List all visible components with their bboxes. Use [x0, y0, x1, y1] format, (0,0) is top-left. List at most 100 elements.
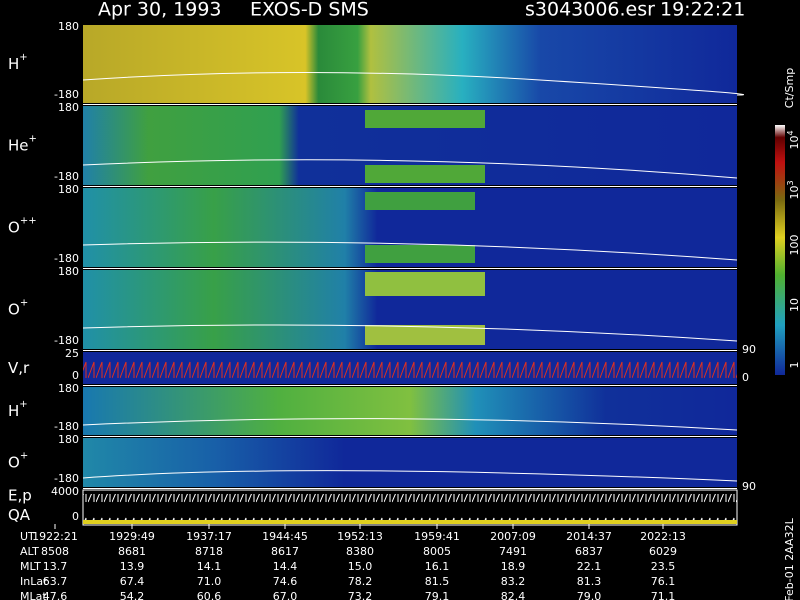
y-tick-label: 180 [58, 183, 79, 196]
row-label: UT [20, 530, 35, 543]
table-cell: 6029 [649, 545, 677, 558]
table-cell: 71.1 [651, 590, 676, 600]
y-tick-label: -180 [54, 170, 79, 183]
table-cell: 14.4 [273, 560, 298, 573]
spectrogram [83, 387, 737, 435]
y-tick-label: 180 [58, 20, 79, 33]
panel-label: E,p [8, 486, 32, 504]
table-cell: 8681 [118, 545, 146, 558]
table-cell: 22.1 [577, 560, 602, 573]
qa-strip [83, 520, 737, 524]
colorbar-tick: 1 [788, 362, 800, 369]
table-cell: 8617 [271, 545, 299, 558]
panel-label-sup: ++ [20, 216, 37, 227]
table-cell: 81.5 [425, 575, 450, 588]
panel-label: He+ [8, 134, 37, 155]
ion-band [365, 325, 485, 345]
table-cell: 74.6 [273, 575, 298, 588]
colorbar-unit: Ct/Smp [783, 68, 796, 108]
panel-label: QA [8, 506, 31, 524]
table-cell: 67.0 [273, 590, 298, 600]
y-tick-label: -180 [54, 334, 79, 347]
panel-label: V,r [8, 359, 30, 377]
y-tick-label: 180 [58, 265, 79, 278]
row-label: MLT [20, 560, 41, 573]
panel-label-sup: + [20, 451, 28, 462]
table-cell: 8380 [346, 545, 374, 558]
table-cell: 13.7 [43, 560, 68, 573]
panel-label-text: V,r [8, 359, 30, 377]
footer-code: Feb-01 2AA32L [783, 517, 796, 600]
ion-band [365, 110, 485, 128]
table-cell: 83.2 [501, 575, 526, 588]
energy-trace [83, 494, 737, 524]
colorbar-tick: 103 [786, 180, 800, 199]
y-tick-label: 0 [72, 369, 79, 382]
time: 19:22:21 [660, 0, 745, 21]
y2-tick-label: 0 [742, 371, 749, 384]
y-tick-label: -180 [54, 88, 79, 101]
table-cell: 1959:41 [414, 530, 460, 543]
ion-band [365, 245, 475, 263]
table-cell: 63.7 [43, 575, 68, 588]
table-cell: 8718 [195, 545, 223, 558]
panel-label-text: O [8, 300, 20, 318]
panel-label: H+ [8, 52, 28, 73]
y-tick-label: -180 [54, 472, 79, 485]
table-cell: 15.0 [348, 560, 373, 573]
colorbar-tick: 10 [788, 298, 800, 312]
spectrogram [83, 25, 737, 103]
table-cell: 54.2 [120, 590, 145, 600]
panel-label-text: He [8, 136, 29, 154]
table-cell: 8005 [423, 545, 451, 558]
table-cell: 81.3 [577, 575, 602, 588]
table-cell: 82.4 [501, 590, 526, 600]
date: Apr 30, 1993 [98, 0, 222, 21]
table-cell: 16.1 [425, 560, 450, 573]
table-cell: 79.1 [425, 590, 450, 600]
row-label: MLat [20, 590, 47, 600]
panel-label: O++ [8, 216, 37, 237]
table-cell: 1929:49 [109, 530, 155, 543]
trend-line [82, 72, 744, 482]
y-tick-label: 4000 [51, 485, 79, 498]
colorbar [775, 125, 785, 375]
panel-label-text: E,p [8, 486, 32, 504]
y-tick-label: 0 [72, 510, 79, 523]
y-tick-label: 180 [58, 433, 79, 446]
table-cell: 1937:17 [186, 530, 232, 543]
row-label: InLat [20, 575, 48, 588]
colorbar-tick-base: 100 [788, 235, 800, 256]
panel-label: H+ [8, 399, 28, 420]
y-tick-label: -180 [54, 420, 79, 433]
table-cell: 6837 [575, 545, 603, 558]
panel-label-text: H [8, 402, 19, 420]
spectrogram [83, 438, 737, 487]
table-cell: 60.6 [197, 590, 222, 600]
table-cell: 2022:13 [640, 530, 686, 543]
y-tick-label: 25 [65, 347, 79, 360]
table-cell: 73.2 [348, 590, 373, 600]
ion-band [365, 165, 485, 183]
table-cell: 79.0 [577, 590, 602, 600]
colorbar-tick-base: 10 [788, 186, 800, 200]
panel-label-text: H [8, 55, 19, 73]
instrument: EXOS-D SMS [250, 0, 369, 21]
colorbar-tick: 100 [788, 235, 800, 256]
colorbar-tick: 104 [786, 130, 800, 149]
panel-label: O+ [8, 451, 28, 472]
table-cell: 1944:45 [262, 530, 308, 543]
panel-label-text: O [8, 218, 20, 236]
panel-label-text: O [8, 453, 20, 471]
table-cell: 23.5 [651, 560, 676, 573]
y-tick-label: 180 [58, 382, 79, 395]
row-label: ALT [20, 545, 39, 558]
panel-label-sup: + [19, 52, 27, 63]
table-cell: 76.1 [651, 575, 676, 588]
colorbar-tick-base: 10 [788, 298, 800, 312]
y2-tick-label: 90 [742, 343, 756, 356]
file-name: s3043006.esr [525, 0, 655, 21]
table-cell: 13.9 [120, 560, 145, 573]
table-cell: 78.2 [348, 575, 373, 588]
